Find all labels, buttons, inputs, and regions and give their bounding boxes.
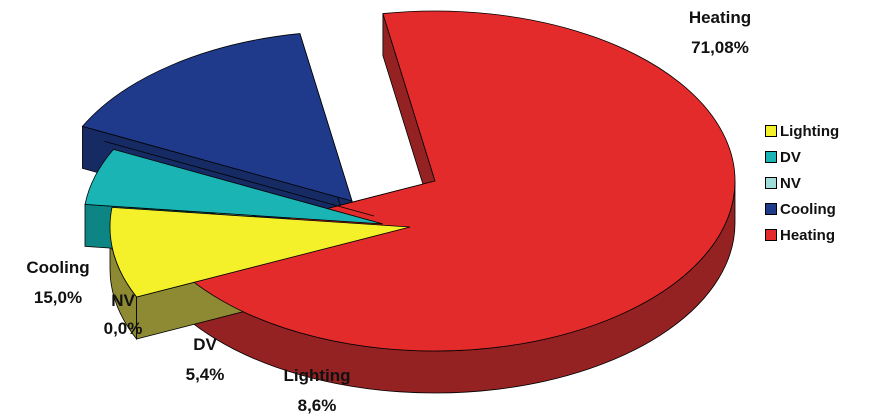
legend-item-dv: DV <box>765 144 839 170</box>
slice-dv <box>84 148 384 225</box>
label-value-cooling: 15,0% <box>34 288 82 307</box>
legend-swatch-nv <box>765 177 777 189</box>
legend-swatch-dv <box>765 151 777 163</box>
label-value-heating: 71,08% <box>691 38 749 57</box>
slice-lighting <box>109 206 411 298</box>
legend-label-cooling: Cooling <box>780 200 836 218</box>
legend-item-nv: NV <box>765 170 839 196</box>
label-name-nv: NV <box>111 291 135 310</box>
legend-item-cooling: Cooling <box>765 196 839 222</box>
label-name-heating: Heating <box>689 8 751 27</box>
legend-label-dv: DV <box>780 148 801 166</box>
legend-item-lighting: Lighting <box>765 118 839 144</box>
legend-swatch-heating <box>765 229 777 241</box>
slice-heating <box>160 10 736 352</box>
label-value-dv: 5,4% <box>186 365 225 384</box>
legend-swatch-cooling <box>765 203 777 215</box>
legend: Lighting DV NV Cooling Heating <box>765 118 839 248</box>
legend-label-heating: Heating <box>780 226 836 244</box>
legend-label-nv: NV <box>780 174 801 192</box>
label-name-dv: DV <box>193 335 217 354</box>
legend-label-lighting: Lighting <box>780 122 840 140</box>
slice-cooling <box>81 33 353 202</box>
label-value-lighting: 8,6% <box>298 396 337 415</box>
label-name-cooling: Cooling <box>26 258 89 277</box>
pie-tops <box>81 10 736 352</box>
legend-item-heating: Heating <box>765 222 839 248</box>
label-value-nv: 0,0% <box>104 319 143 338</box>
label-name-lighting: Lighting <box>283 366 350 385</box>
slice-nv <box>104 140 375 217</box>
legend-swatch-lighting <box>765 125 777 137</box>
